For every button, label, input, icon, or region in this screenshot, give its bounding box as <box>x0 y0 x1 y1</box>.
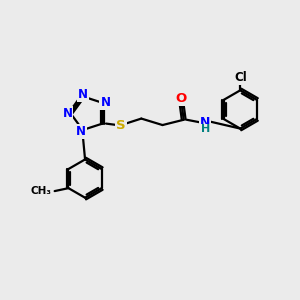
Text: N: N <box>200 116 210 129</box>
Text: N: N <box>76 125 86 138</box>
Text: CH₃: CH₃ <box>30 186 51 196</box>
Text: S: S <box>116 118 125 132</box>
Text: N: N <box>100 96 110 109</box>
Text: N: N <box>63 107 73 120</box>
Text: O: O <box>176 92 187 105</box>
Text: Cl: Cl <box>234 71 247 84</box>
Text: N: N <box>78 88 88 101</box>
Text: H: H <box>201 124 210 134</box>
